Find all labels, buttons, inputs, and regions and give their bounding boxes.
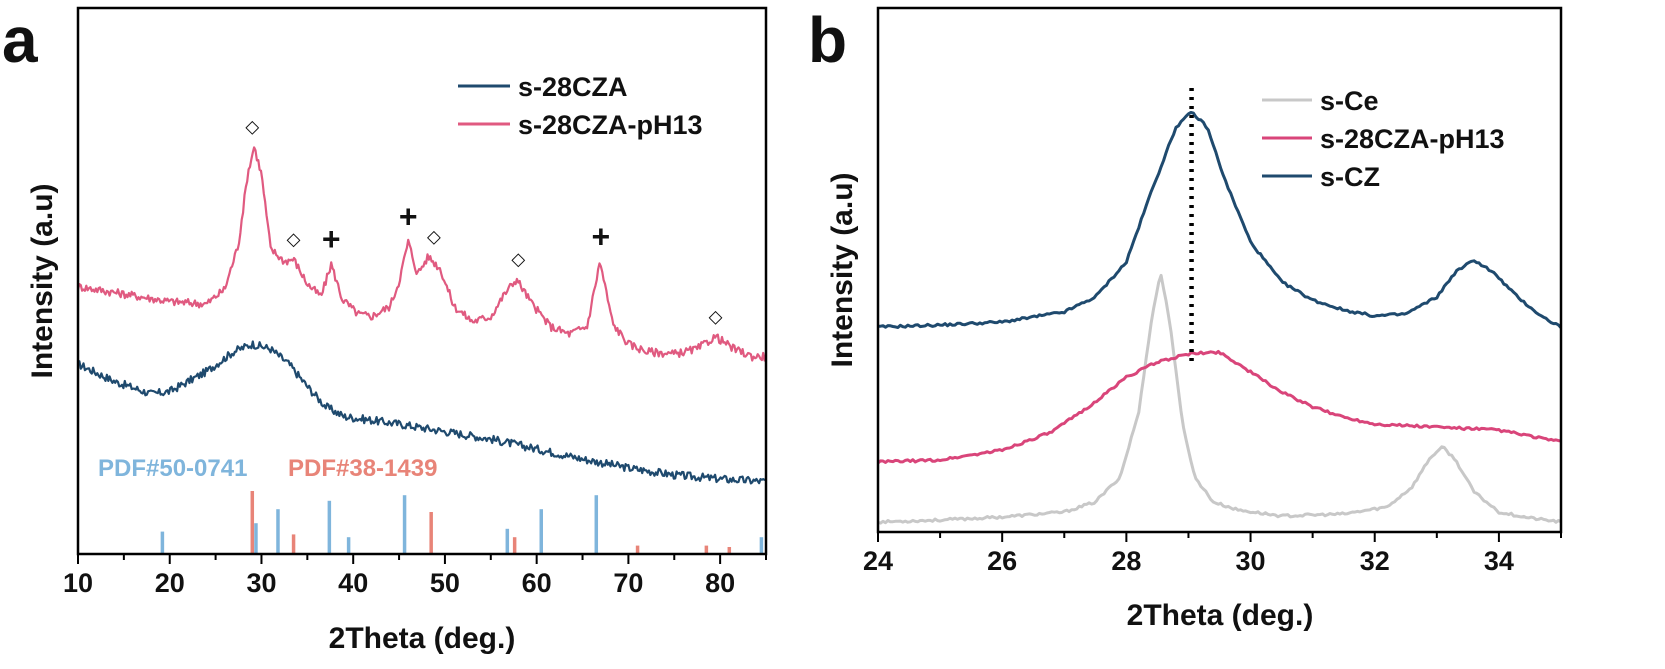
panel-label-b: b <box>808 4 847 76</box>
x-tick-label: 28 <box>1111 546 1141 576</box>
peak-marker-diamond: ◇ <box>709 307 723 327</box>
legend-b-label-0: s-Ce <box>1320 86 1379 116</box>
x-tick-label: 10 <box>63 568 93 598</box>
x-tick-label: 32 <box>1360 546 1390 576</box>
series-line-s-ce <box>877 273 1562 525</box>
panel-b-x-axis-label: 2Theta (deg.) <box>1127 599 1314 632</box>
panel-b-plot <box>877 88 1563 525</box>
x-tick-label: 24 <box>863 546 893 576</box>
panel-a-legend: s-28CZA s-28CZA-pH13 <box>458 72 703 140</box>
panel-a-plot: ◇ ◇ + + ◇ ◇ + ◇ <box>76 117 768 554</box>
panel-a-frame <box>76 6 768 556</box>
peak-marker-diamond: ◇ <box>245 117 259 137</box>
panel-a-x-axis: 10 20 30 40 50 60 70 80 <box>63 554 767 598</box>
panel-b-frame <box>876 6 1563 534</box>
legend-b-label-2: s-CZ <box>1320 162 1380 192</box>
panel-label-a: a <box>2 4 38 76</box>
series-line-s-28cza-ph13 <box>877 349 1562 465</box>
panel-b-legend: s-Ce s-28CZA-pH13 s-CZ <box>1262 86 1505 192</box>
x-tick-label: 26 <box>987 546 1017 576</box>
series-line-s-cz <box>878 111 1563 329</box>
x-tick-label: 60 <box>522 568 552 598</box>
peak-marker-diamond: ◇ <box>511 249 525 269</box>
x-tick-label: 30 <box>1236 546 1266 576</box>
x-tick-label: 34 <box>1484 546 1514 576</box>
peak-marker-plus: + <box>322 221 341 257</box>
series-line-s-28cza-ph13 <box>76 146 768 362</box>
x-tick-label: 80 <box>705 568 735 598</box>
x-tick-label: 50 <box>430 568 460 598</box>
legend-a-label-1: s-28CZA-pH13 <box>518 110 703 140</box>
series-line-s-28cza <box>77 340 767 485</box>
legend-a-label-0: s-28CZA <box>518 72 628 102</box>
peak-marker-plus: + <box>399 199 418 235</box>
panel-b: b 24 26 28 30 32 34 2Theta (deg.) Intensity (… <box>808 4 1563 632</box>
peak-marker-diamond: ◇ <box>287 229 301 249</box>
peak-marker-plus: + <box>592 219 611 255</box>
x-tick-label: 20 <box>155 568 185 598</box>
panel-b-x-axis: 24 26 28 30 32 34 <box>863 532 1562 576</box>
reference-label-pdf-38-1439: PDF#38-1439 <box>288 455 437 482</box>
x-tick-label: 70 <box>613 568 643 598</box>
reference-label-pdf-50-0741: PDF#50-0741 <box>98 455 247 482</box>
x-tick-label: 30 <box>246 568 276 598</box>
panel-a: a ◇ ◇ + + ◇ ◇ + ◇ 10 20 30 40 50 60 70 80 2Theta (deg.… <box>2 4 768 655</box>
peak-marker-diamond: ◇ <box>427 227 441 247</box>
panel-a-x-axis-label: 2Theta (deg.) <box>329 622 516 655</box>
legend-b-label-1: s-28CZA-pH13 <box>1320 124 1505 154</box>
x-tick-label: 40 <box>338 568 368 598</box>
panel-a-y-axis-label: Intensity (a.u) <box>26 183 59 378</box>
panel-b-y-axis-label: Intensity (a.u) <box>826 172 859 367</box>
